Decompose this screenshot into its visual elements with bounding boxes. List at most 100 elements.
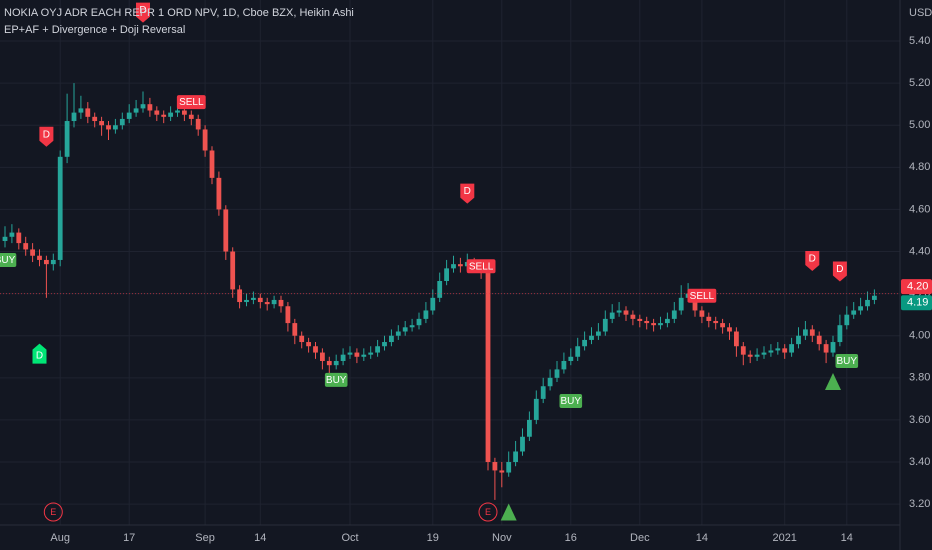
price-badge <box>901 279 932 295</box>
candle-body <box>320 352 325 361</box>
price-badge-label: 4.19 <box>907 297 928 309</box>
candle-body <box>596 331 601 336</box>
x-tick-label: 17 <box>123 532 135 544</box>
candle-body <box>623 310 629 315</box>
candle-body <box>747 354 753 357</box>
candle-body <box>568 356 574 361</box>
signal-arrow <box>32 343 47 364</box>
candle-body <box>423 310 429 319</box>
y-tick-label: 3.40 <box>909 456 930 468</box>
candle-body <box>30 249 35 256</box>
candle-body <box>589 335 594 340</box>
candle-body <box>216 177 222 210</box>
candle-body <box>506 462 512 473</box>
candle-body <box>368 352 374 355</box>
candle-body <box>416 318 422 326</box>
candle-body <box>333 360 339 366</box>
x-tick-label: 14 <box>841 532 853 544</box>
candle-body <box>361 354 367 357</box>
candle-body <box>382 342 387 347</box>
signal-label: D <box>809 254 816 265</box>
candle-body <box>582 339 587 347</box>
candle-body <box>154 110 160 115</box>
candle-body <box>195 118 201 130</box>
x-tick-label: 16 <box>565 532 577 544</box>
signal-arrow <box>832 261 847 282</box>
x-tick-label: Sep <box>195 532 215 544</box>
candle-body <box>858 306 863 311</box>
candle-body <box>278 299 284 307</box>
signal-triangle <box>825 373 841 391</box>
candle-body <box>430 297 436 311</box>
x-tick-label: Aug <box>50 532 70 544</box>
candle-body <box>202 129 208 151</box>
candle-body <box>727 327 732 332</box>
candle-body <box>175 110 180 113</box>
candle-body <box>257 297 263 303</box>
signal-label: SELL <box>690 291 715 302</box>
candle-body <box>575 346 581 357</box>
x-tick-label: 14 <box>696 532 708 544</box>
candle-body <box>9 232 15 237</box>
currency: USD <box>909 7 932 19</box>
x-tick-label: 2021 <box>772 532 796 544</box>
candle-body <box>851 310 857 315</box>
candle-body <box>734 331 739 347</box>
x-tick-label: 19 <box>427 532 439 544</box>
candle-body <box>223 209 229 252</box>
x-tick-label: Dec <box>630 532 650 544</box>
signal-label: BUY <box>837 356 858 367</box>
candle-body <box>665 318 670 324</box>
signal-box <box>687 288 717 303</box>
candle-body <box>437 280 443 298</box>
candle-body <box>237 289 242 303</box>
candle-body <box>271 299 277 305</box>
axes: 3.20 3.40 3.60 3.80 4.00 4.20 4.40 4.60 4.80 5.00… <box>50 35 932 544</box>
candle-body <box>678 297 684 311</box>
candle-body <box>809 329 815 336</box>
candle-body <box>602 318 608 332</box>
candle-body <box>713 320 719 324</box>
candle-body <box>789 344 794 353</box>
candle-body <box>140 104 146 109</box>
candle-body <box>830 342 836 353</box>
y-tick-label: 4.60 <box>909 203 930 215</box>
candle-body <box>133 108 139 113</box>
x-tick-label: Oct <box>341 532 358 544</box>
candle-body <box>527 419 532 437</box>
candle-body <box>292 323 298 336</box>
candle-body <box>2 236 8 242</box>
candle-body <box>313 346 318 353</box>
candle-body <box>230 251 236 290</box>
x-tick-label: Nov <box>492 532 512 544</box>
candle-body <box>451 264 456 269</box>
candle-body <box>409 325 415 328</box>
candle-body <box>340 354 346 361</box>
candle-body <box>803 329 808 336</box>
signal-label: D <box>836 264 843 275</box>
candle-body <box>651 323 656 326</box>
candle-body <box>37 255 42 260</box>
signal-box <box>559 393 583 408</box>
candle-body <box>402 327 408 332</box>
candle-body <box>244 299 249 303</box>
y-tick-label: 3.60 <box>909 414 930 426</box>
event-marker <box>43 502 63 522</box>
signal-arrow <box>805 250 820 271</box>
candle-body <box>823 344 829 353</box>
candle-body <box>609 312 615 319</box>
candle-body <box>251 297 256 300</box>
candle-body <box>554 369 560 378</box>
candle-body <box>57 156 63 260</box>
signal-box <box>466 259 496 274</box>
y-tick-label: 5.40 <box>909 35 930 47</box>
plot: BUY D D D SELL BUY D SELL BUY SELL D D BUY E E <box>0 2 900 522</box>
candle-body <box>182 110 187 115</box>
candle-body <box>44 259 49 265</box>
candle-body <box>188 114 194 119</box>
price-badge <box>901 295 932 311</box>
candle-body <box>658 323 663 326</box>
signal-label: D <box>464 186 471 197</box>
signal-box <box>176 95 206 110</box>
